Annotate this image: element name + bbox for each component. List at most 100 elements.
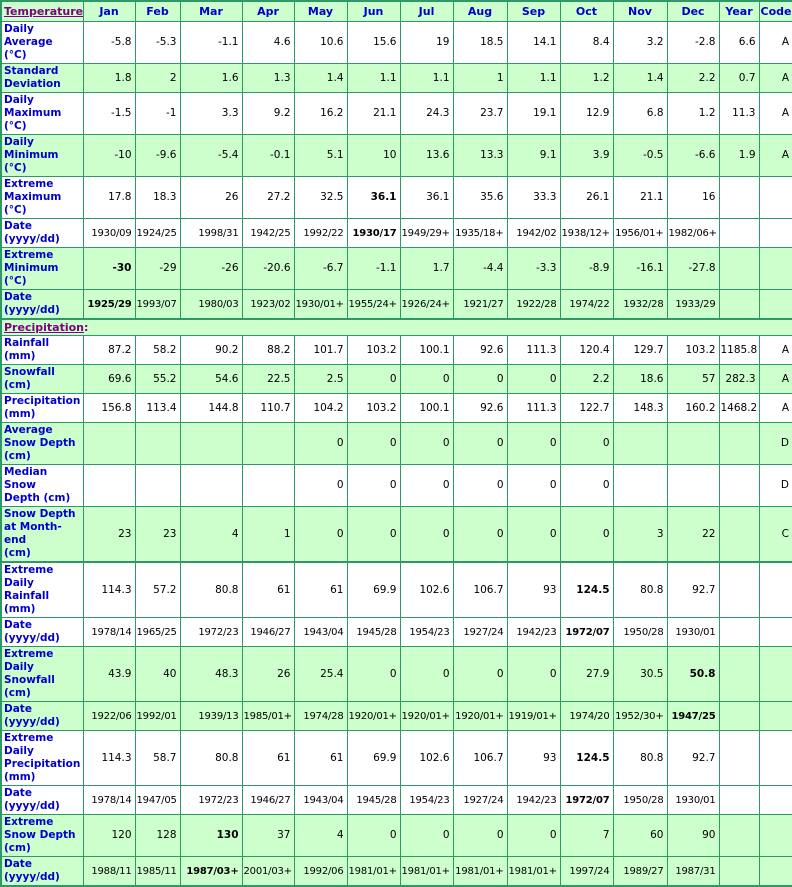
cell: 0 bbox=[559, 464, 614, 507]
cell: 69.6 bbox=[82, 364, 136, 394]
cell bbox=[666, 464, 720, 507]
year-cell bbox=[718, 617, 760, 647]
section-row: Precipitation: bbox=[0, 318, 792, 336]
cell: 1992/06 bbox=[293, 856, 348, 887]
code-cell bbox=[758, 617, 792, 647]
cell: 1.7 bbox=[399, 247, 454, 290]
table-row: Snow Depth at Month-end (cm) 23 23 4 1 0 0 0 0 0 0… bbox=[0, 506, 792, 563]
cell: 18.6 bbox=[612, 364, 668, 394]
temperature-section-header[interactable]: Temperature: bbox=[0, 0, 84, 22]
cell: 148.3 bbox=[612, 393, 668, 423]
cell: 6.8 bbox=[612, 92, 668, 135]
cell: 1997/24 bbox=[559, 856, 614, 887]
cell: 1952/30+ bbox=[612, 701, 668, 731]
column-header-feb: Feb bbox=[134, 0, 181, 22]
cell: 1954/23 bbox=[399, 785, 454, 815]
cell: 21.1 bbox=[346, 92, 401, 135]
table-row: Extreme Daily Rainfall (mm) 114.3 57.2 80.8… bbox=[0, 561, 792, 618]
cell: 1 bbox=[452, 63, 508, 93]
year-cell bbox=[718, 701, 760, 731]
cell: 93 bbox=[506, 730, 561, 786]
cell: 0 bbox=[559, 422, 614, 465]
cell: 3.9 bbox=[559, 134, 614, 177]
cell: 106.7 bbox=[452, 561, 508, 618]
cell: 0 bbox=[399, 506, 454, 563]
cell: 27.9 bbox=[559, 646, 614, 702]
cell: 111.3 bbox=[506, 335, 561, 365]
column-header-row: Temperature:JanFebMarAprMayJunJulAugSepO… bbox=[0, 0, 792, 22]
column-header-may: May bbox=[293, 0, 348, 22]
cell: 80.8 bbox=[179, 561, 243, 618]
year-cell bbox=[718, 506, 760, 563]
row-label: Date (yyyy/dd) bbox=[0, 856, 84, 887]
cell: 102.6 bbox=[399, 730, 454, 786]
cell: 9.2 bbox=[241, 92, 295, 135]
cell: 1950/28 bbox=[612, 785, 668, 815]
cell: 0 bbox=[452, 646, 508, 702]
cell: 1985/11 bbox=[134, 856, 181, 887]
year-cell: 1185.8 bbox=[718, 335, 760, 365]
year-cell bbox=[718, 218, 760, 248]
column-header-aug: Aug bbox=[452, 0, 508, 22]
cell bbox=[134, 464, 181, 507]
row-label: Extreme Maximum (°C) bbox=[0, 176, 84, 219]
table-row: Date (yyyy/dd) 1988/11 1985/11 1987/03+ 2001… bbox=[0, 856, 792, 887]
cell: 1981/01+ bbox=[452, 856, 508, 887]
cell: 2 bbox=[134, 63, 181, 93]
column-header-nov: Nov bbox=[612, 0, 668, 22]
cell: 124.5 bbox=[559, 730, 614, 786]
cell: 1943/04 bbox=[293, 785, 348, 815]
cell: 1925/29 bbox=[82, 289, 136, 320]
cell: 1993/07 bbox=[134, 289, 181, 320]
cell: 1945/28 bbox=[346, 617, 401, 647]
cell: 156.8 bbox=[82, 393, 136, 423]
cell: -1.1 bbox=[346, 247, 401, 290]
table-row: Daily Maximum (°C) -1.5 -1 3.3 9.2 16.2 21.1 24… bbox=[0, 92, 792, 135]
cell: 16 bbox=[666, 176, 720, 219]
cell: 4 bbox=[293, 814, 348, 857]
year-cell bbox=[718, 422, 760, 465]
cell: -29 bbox=[134, 247, 181, 290]
cell: 1942/23 bbox=[506, 785, 561, 815]
year-cell bbox=[718, 730, 760, 786]
cell: 90.2 bbox=[179, 335, 243, 365]
cell: 1930/01 bbox=[666, 617, 720, 647]
cell: 27.2 bbox=[241, 176, 295, 219]
cell: 92.6 bbox=[452, 393, 508, 423]
cell: 1.1 bbox=[346, 63, 401, 93]
cell: 15.6 bbox=[346, 21, 401, 64]
year-cell bbox=[718, 176, 760, 219]
cell: -6.6 bbox=[666, 134, 720, 177]
cell: 1981/01+ bbox=[346, 856, 401, 887]
year-cell: 1468.2 bbox=[718, 393, 760, 423]
cell: 43.9 bbox=[82, 646, 136, 702]
cell: 0 bbox=[399, 364, 454, 394]
cell: 25.4 bbox=[293, 646, 348, 702]
cell: 1942/02 bbox=[506, 218, 561, 248]
cell: 10 bbox=[346, 134, 401, 177]
cell: 1947/05 bbox=[134, 785, 181, 815]
cell: 144.8 bbox=[179, 393, 243, 423]
cell: 92.7 bbox=[666, 561, 720, 618]
cell: 1930/01+ bbox=[293, 289, 348, 320]
cell: 60 bbox=[612, 814, 668, 857]
precipitation-section-header[interactable]: Precipitation: bbox=[0, 318, 792, 336]
table-row: Average Snow Depth (cm) 0 0 0 0 0 0 D bbox=[0, 422, 792, 465]
cell: 1935/18+ bbox=[452, 218, 508, 248]
cell: 21.1 bbox=[612, 176, 668, 219]
column-header-jun: Jun bbox=[346, 0, 401, 22]
cell: 0 bbox=[506, 814, 561, 857]
cell: 1974/22 bbox=[559, 289, 614, 320]
cell: 1926/24+ bbox=[399, 289, 454, 320]
cell: 18.5 bbox=[452, 21, 508, 64]
cell: 17.8 bbox=[82, 176, 136, 219]
cell: 114.3 bbox=[82, 561, 136, 618]
cell: 1982/06+ bbox=[666, 218, 720, 248]
cell: 2.2 bbox=[666, 63, 720, 93]
cell: 87.2 bbox=[82, 335, 136, 365]
cell: 36.1 bbox=[346, 176, 401, 219]
cell: 92.7 bbox=[666, 730, 720, 786]
cell: -1 bbox=[134, 92, 181, 135]
cell: -5.8 bbox=[82, 21, 136, 64]
